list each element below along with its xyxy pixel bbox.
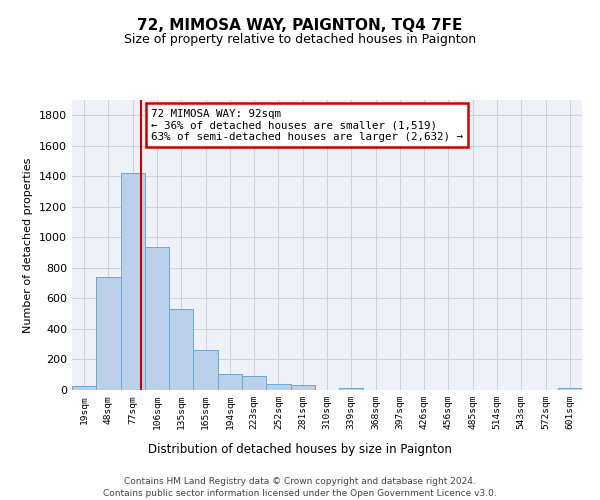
Bar: [339, 388, 364, 390]
Text: 72 MIMOSA WAY: 92sqm
← 36% of detached houses are smaller (1,519)
63% of semi-de: 72 MIMOSA WAY: 92sqm ← 36% of detached h…: [151, 108, 463, 142]
Text: 72, MIMOSA WAY, PAIGNTON, TQ4 7FE: 72, MIMOSA WAY, PAIGNTON, TQ4 7FE: [137, 18, 463, 32]
Bar: [72, 386, 96, 390]
Bar: [169, 309, 193, 390]
Text: Distribution of detached houses by size in Paignton: Distribution of detached houses by size …: [148, 442, 452, 456]
Bar: [121, 174, 145, 390]
Bar: [242, 376, 266, 390]
Bar: [558, 388, 582, 390]
Bar: [266, 384, 290, 390]
Text: Contains HM Land Registry data © Crown copyright and database right 2024.: Contains HM Land Registry data © Crown c…: [124, 478, 476, 486]
Bar: [290, 386, 315, 390]
Bar: [96, 277, 121, 390]
Y-axis label: Number of detached properties: Number of detached properties: [23, 158, 34, 332]
Text: Contains public sector information licensed under the Open Government Licence v3: Contains public sector information licen…: [103, 489, 497, 498]
Text: Size of property relative to detached houses in Paignton: Size of property relative to detached ho…: [124, 32, 476, 46]
Bar: [218, 374, 242, 390]
Bar: [145, 248, 169, 390]
Bar: [193, 350, 218, 390]
